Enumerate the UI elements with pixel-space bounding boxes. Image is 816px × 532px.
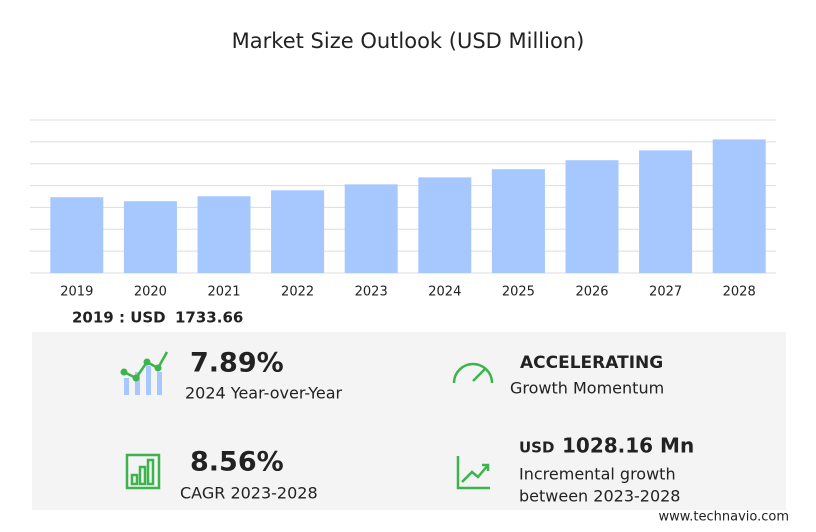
incremental-caption-2: between 2023-2028 [519,487,680,506]
momentum-value: ACCELERATING [520,353,663,373]
yoy-value: 7.89% [190,348,284,379]
x-tick-label: 2021 [207,285,240,300]
base-year-label: 2019 : USD [72,309,166,327]
bar [565,160,619,273]
incremental-unit: USD [519,439,554,457]
incremental-icon [456,456,490,490]
cagr-value: 8.56% [190,447,284,478]
bar [197,196,251,273]
gauge-icon [452,362,494,384]
bar [639,150,693,273]
incremental-caption: Incremental growth [519,465,676,484]
bar [491,169,545,273]
bar [271,190,325,273]
x-tick-label: 2028 [723,285,756,300]
base-year-value: 1733.66 [175,309,243,327]
x-tick-label: 2023 [355,285,388,300]
incremental-value: 1028.16 Mn [562,434,694,458]
kpi-panel [32,332,786,510]
momentum-caption: Growth Momentum [510,379,664,398]
x-tick-label: 2025 [502,285,535,300]
cagr-icon [125,453,161,490]
bar [418,177,472,273]
x-tick-label: 2027 [649,285,682,300]
yoy-caption: 2024 Year-over-Year [185,384,343,403]
bar [50,197,104,273]
bar [123,201,177,273]
bar [344,184,398,273]
cagr-caption: CAGR 2023-2028 [180,484,318,503]
x-tick-label: 2019 [60,285,93,300]
x-tick-label: 2024 [428,285,461,300]
footer: www.technavio.com [659,510,789,525]
plot: 2019 2020 2021 2022 2023 2024 2025 2026 2027 2028 [30,119,776,300]
x-tick-label: 2026 [575,285,608,300]
x-tick-label: 2022 [281,285,314,300]
chart-title: Market Size Outlook (USD Million) [232,29,585,53]
x-tick-label: 2020 [134,285,167,300]
yoy-icon [120,351,169,395]
bar [712,139,766,273]
